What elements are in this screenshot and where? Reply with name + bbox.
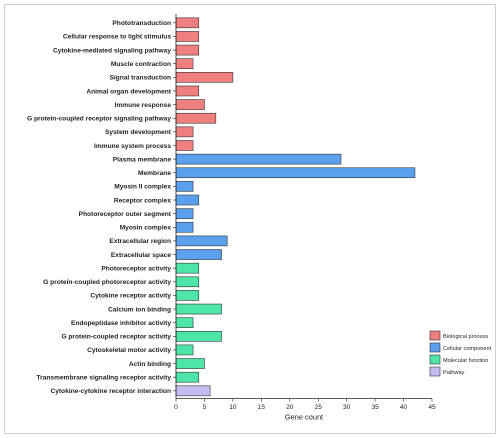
category-label: Photoreceptor outer segment — [79, 211, 172, 218]
category-label: Transmembrane signaling receptor activit… — [37, 375, 172, 382]
category-label: Plasma membrane — [113, 156, 172, 163]
category-label: Myosin II complex — [114, 184, 171, 191]
bar — [175, 358, 205, 369]
bar — [175, 58, 194, 70]
category-label: Signal transduction — [109, 75, 171, 82]
bar — [175, 303, 222, 315]
x-tick-label: 5 — [203, 404, 207, 411]
category-label: G protein-coupled photoreceptor activity — [43, 279, 171, 286]
legend-swatch — [429, 330, 441, 341]
bar — [175, 31, 200, 42]
category-label: Receptor complex — [114, 197, 171, 204]
bar — [175, 153, 342, 165]
category-label: Actin binding — [129, 361, 171, 368]
bar — [175, 262, 200, 274]
legend-label: Cellular component — [443, 346, 492, 352]
category-label: Muscle contraction — [111, 61, 171, 68]
bar — [175, 72, 234, 83]
legend-swatch — [429, 366, 441, 377]
x-axis: Gene count 0 5 10 15 20 25 30 35 40 45 — [174, 14, 436, 422]
x-tick-label: 15 — [258, 404, 266, 411]
category-label: G protein-coupled receptor signaling pat… — [27, 116, 171, 123]
category-label: Cytokine-cytokine receptor interaction — [50, 388, 171, 395]
category-label: Phototransduction — [112, 20, 171, 27]
bar — [175, 331, 222, 342]
category-label: Cellular response to light stimulus — [63, 34, 171, 41]
category-label: Myosin complex — [120, 225, 172, 232]
legend-label: Biological process — [443, 334, 488, 340]
bar — [175, 371, 200, 383]
x-tick-label: 25 — [315, 404, 323, 411]
x-tick-label: 0 — [174, 404, 178, 411]
x-axis-title: Gene count — [285, 413, 323, 422]
category-label: Calcium ion binding — [108, 306, 171, 313]
x-tick-label: 20 — [286, 404, 294, 411]
bars-layer — [175, 17, 416, 397]
legend-swatch — [429, 354, 441, 365]
bar — [175, 290, 200, 301]
category-label: Endopeptidase inhibitor activity — [71, 320, 171, 327]
x-tick-label: 10 — [229, 404, 237, 411]
legend-label: Molecular function — [443, 358, 488, 364]
bar — [175, 235, 228, 247]
category-label: Animal organ development — [86, 88, 171, 95]
bar — [175, 249, 222, 260]
bar — [175, 44, 200, 56]
category-label: Membrane — [138, 170, 171, 177]
x-tick-label: 45 — [428, 404, 436, 411]
bar — [175, 276, 200, 288]
category-label: Extracellular region — [109, 238, 171, 245]
bar — [175, 194, 200, 206]
legend-swatch — [429, 342, 441, 353]
bar — [175, 344, 194, 356]
bar — [175, 140, 194, 151]
x-tick-label: 40 — [400, 404, 408, 411]
bar — [175, 317, 194, 328]
category-label: Photoreceptor activity — [101, 265, 171, 272]
category-label: System development — [105, 129, 172, 136]
bar — [175, 112, 217, 124]
x-tick-label: 35 — [371, 404, 379, 411]
category-label: Immune system process — [94, 143, 171, 150]
bar — [175, 385, 211, 397]
legend: Biological process Cellular component Mole… — [429, 330, 492, 377]
bar — [175, 167, 416, 179]
bar — [175, 221, 194, 233]
bar — [175, 208, 194, 219]
category-label: Cytokine receptor activity — [90, 293, 171, 300]
bar — [175, 99, 205, 110]
category-labels: Phototransduction Cellular response to li… — [27, 20, 176, 395]
category-label: Cytokine-mediated signaling pathway — [53, 47, 171, 54]
category-label: Extracellular space — [111, 252, 171, 259]
legend-label: Pathway — [443, 370, 465, 376]
category-label: Immune response — [115, 102, 172, 109]
x-tick-label: 30 — [343, 404, 351, 411]
category-label: G protein-coupled receptor activity — [61, 334, 171, 341]
bar — [175, 17, 200, 29]
bar — [175, 181, 194, 192]
chart-frame — [4, 4, 496, 434]
bar — [175, 126, 194, 138]
category-label: Cytoskeletal motor activity — [87, 347, 171, 354]
bar — [175, 85, 200, 97]
